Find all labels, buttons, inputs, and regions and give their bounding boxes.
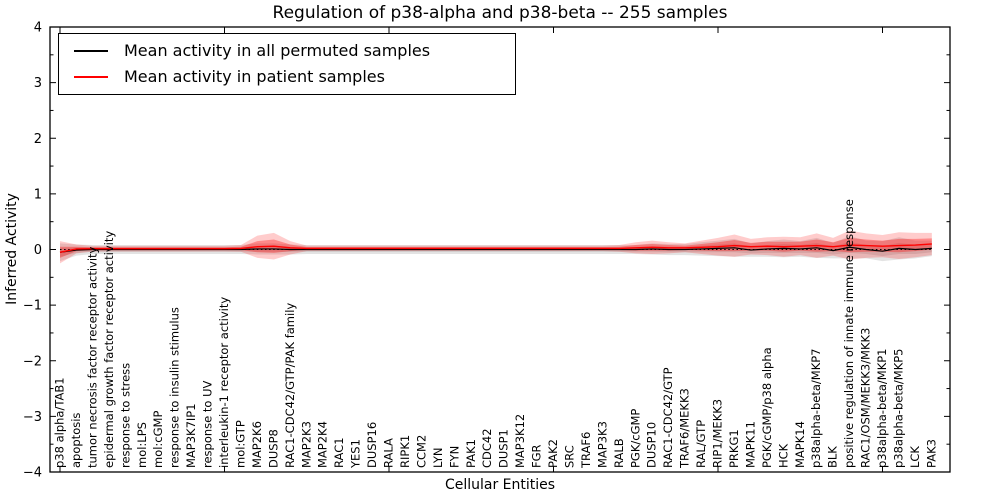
x-tick-label: RIP1/MEKK3 [711,399,725,468]
x-tick-label: PAK3 [924,439,938,468]
chart-title: Regulation of p38-alpha and p38-beta -- … [272,3,728,23]
x-tick-label: response to UV [201,380,215,468]
x-tick-label: SRC [562,445,576,468]
x-tick-label: MAPK11 [743,421,757,468]
legend-label-patient: Mean activity in patient samples [124,66,385,86]
y-tick-label: −3 [23,410,42,425]
permuted-mean-line [59,246,932,253]
x-tick-label: tumor necrosis factor receptor activity [85,246,99,468]
x-tick-label: LYN [431,447,445,468]
x-tick-label: PGK/cGMP [628,409,642,468]
patient-mean-line [59,243,932,253]
x-tick-label: DUSP1 [497,429,511,468]
x-axis-label: Cellular Entities [444,477,556,493]
x-tick-label: FGR [530,444,544,468]
x-tick-label: MAP3K3 [595,421,609,468]
x-tick-label: HCK [776,443,790,468]
x-tick-label: p38alpha-beta/MKP5 [891,349,905,468]
x-tick-label: p38 alpha/TAB1 [53,377,67,468]
x-tick-label: positive regulation of innate immune res… [842,199,856,468]
legend: Mean activity in all permuted samples Me… [58,33,516,95]
x-tick-label: PRKG1 [727,429,741,468]
y-tick-label: 3 [34,76,42,91]
legend-entry-permuted: Mean activity in all permuted samples [74,43,515,59]
y-tick-label: 1 [34,187,42,202]
x-tick-label: BLK [826,446,840,468]
x-tick-label: DUSP16 [365,422,379,468]
x-tick-label: MAPK14 [793,421,807,468]
legend-label-permuted: Mean activity in all permuted samples [124,41,431,61]
x-tick-label: interleukin-1 receptor activity [217,297,231,468]
x-tick-label: RAC1-CDC42/GTP [661,367,675,468]
x-tick-label: RAL/GTP [694,420,708,468]
x-tick-label: PAK2 [546,439,560,468]
x-tick-label: response to stress [118,363,132,468]
x-tick-label: DUSP8 [266,429,280,468]
y-tick-label: −4 [23,466,42,481]
x-tick-label: LCK [908,446,922,468]
x-tick-label: mol:LPS [135,422,149,468]
legend-line-swatch-patient [74,75,108,78]
x-tick-label: PGK/cGMP/p38 alpha [760,347,774,468]
x-tick-label: RAC1-CDC42/GTP/PAK family [283,303,297,468]
patient-band-outer [60,230,932,264]
y-tick-label: 0 [34,243,42,258]
y-tick-label: −1 [23,299,42,314]
x-tick-label: TRAF6/MEKK3 [678,388,692,469]
x-tick-label: mol:GTP [233,420,247,468]
legend-entry-patient: Mean activity in patient samples [74,66,515,86]
x-tick-label: CDC42 [480,428,494,468]
x-tick-label: mol:cGMP [151,411,165,468]
y-tick-label: −2 [23,354,42,369]
x-tick-label: RALB [612,438,626,468]
x-tick-label: RAC1 [332,437,346,468]
x-tick-label: CCM2 [414,435,428,468]
x-tick-label: MAP2K6 [250,421,264,468]
x-tick-label: RAC1/OSM/MEKK3/MKK3 [859,328,873,468]
x-tick-label: TRAF6 [579,432,593,469]
x-tick-label: YES1 [349,439,363,469]
x-tick-label: FYN [447,446,461,468]
x-tick-label: MAP3K12 [513,414,527,468]
x-tick-label: epidermal growth factor receptor activit… [102,231,116,468]
x-tick-label: MAP2K4 [316,421,330,468]
y-axis-label: Inferred Activity [4,193,20,305]
x-tick-label: RIPK1 [398,435,412,468]
x-tick-label: DUSP10 [645,422,659,468]
y-tick-label: 2 [34,132,42,147]
x-tick-label: RALA [382,438,396,468]
x-tick-label: apoptosis [69,413,83,468]
legend-line-swatch-permuted [74,50,108,53]
x-tick-label: MAP2K3 [299,421,313,468]
x-tick-label: p38alpha-beta/MKP7 [809,349,823,468]
x-tick-label: response to insulin stimulus [168,307,182,468]
x-tick-label: p38alpha-beta/MKP1 [875,349,889,468]
x-tick-label: PAK1 [464,439,478,468]
y-tick-label: 4 [34,21,42,36]
x-tick-label: MAP3K7IP1 [184,403,198,468]
